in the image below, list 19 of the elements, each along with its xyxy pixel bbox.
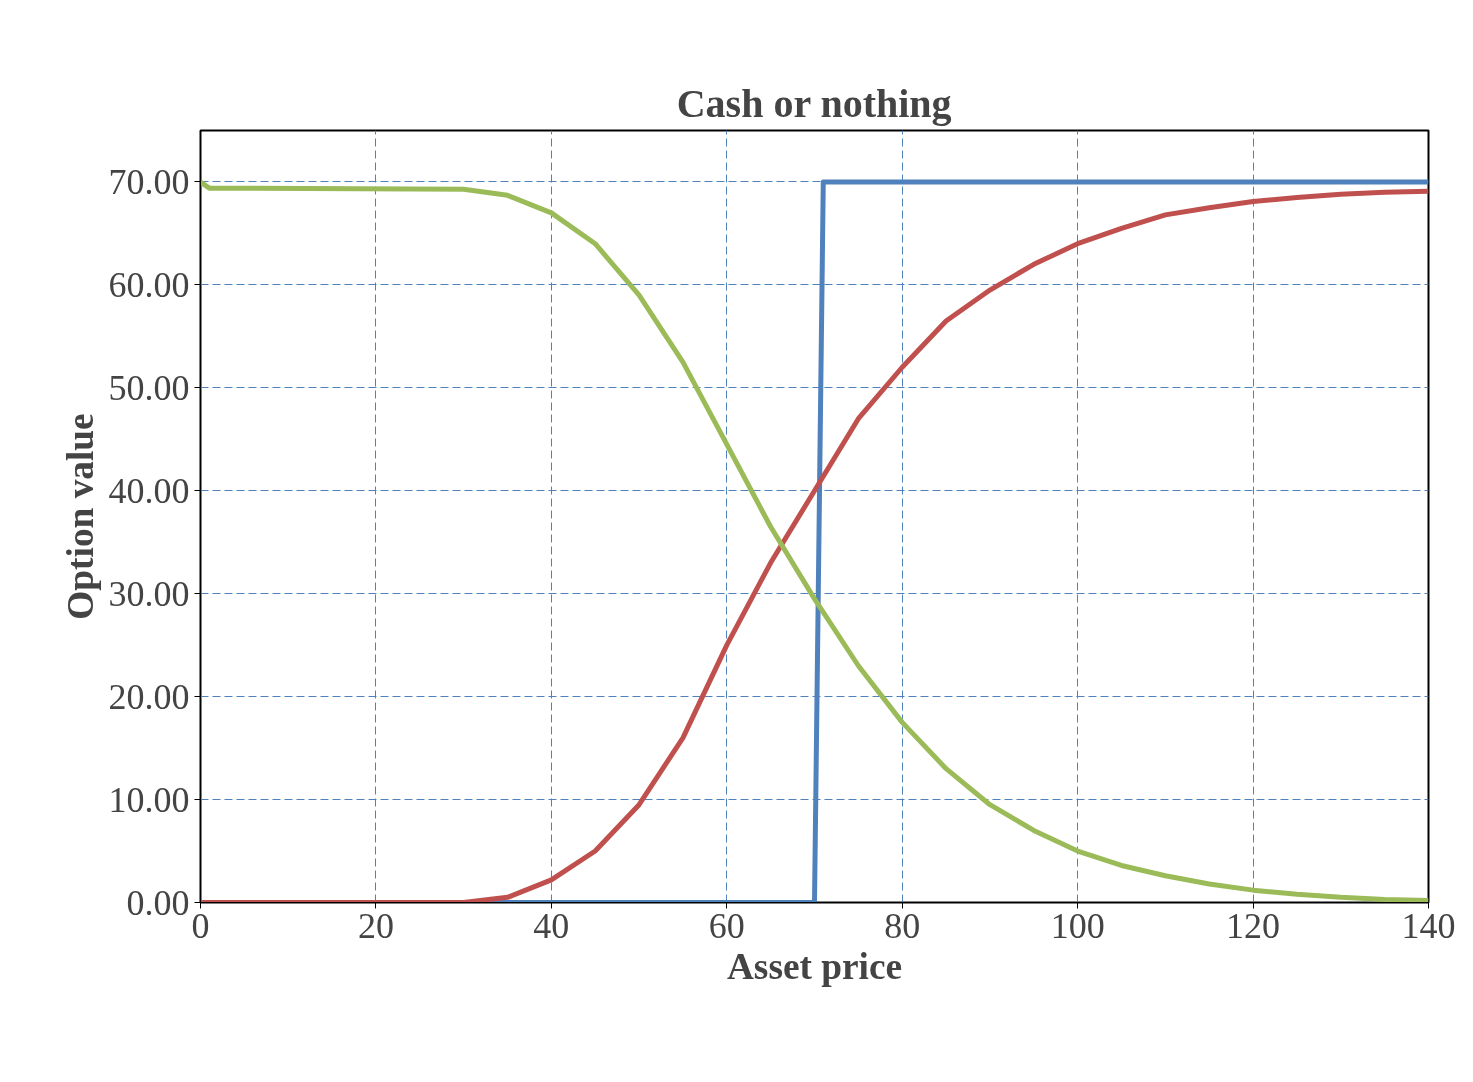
y-tick-label: 10.00 xyxy=(108,779,190,820)
x-tick-label: 100 xyxy=(1050,905,1105,946)
y-tick-label: 70.00 xyxy=(108,161,190,202)
x-tick-label: 40 xyxy=(533,905,570,946)
y-tick-label: 40.00 xyxy=(108,470,190,511)
x-tick-label: 120 xyxy=(1226,905,1281,946)
x-tick-label: 20 xyxy=(357,905,394,946)
y-tick-label: 60.00 xyxy=(108,264,190,305)
y-tick-label: 30.00 xyxy=(108,573,190,614)
x-tick-label: 80 xyxy=(884,905,921,946)
x-tick-label: 140 xyxy=(1401,905,1456,946)
x-tick-label: 0 xyxy=(191,905,210,946)
x-axis-title: Asset price xyxy=(726,945,903,987)
y-tick-label: 50.00 xyxy=(108,367,190,408)
y-axis-title: Option value xyxy=(59,413,101,620)
y-tick-label: 0.00 xyxy=(126,882,190,923)
y-tick-label: 20.00 xyxy=(108,676,190,717)
chart-title: Cash or nothing xyxy=(676,80,952,126)
x-tick-label: 60 xyxy=(708,905,745,946)
